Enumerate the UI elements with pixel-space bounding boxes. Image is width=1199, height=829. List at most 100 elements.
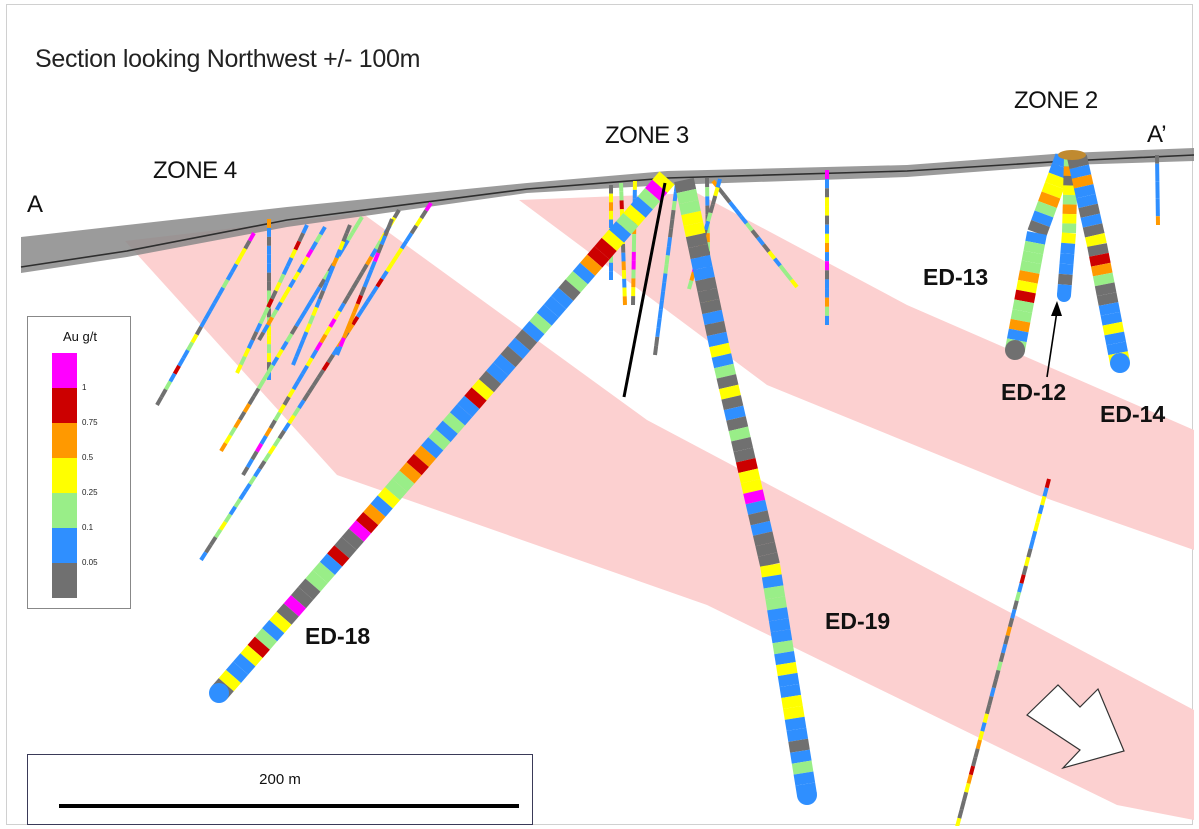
hole-interval	[242, 347, 251, 358]
legend-swatch-025	[52, 458, 77, 493]
hole-interval	[341, 239, 350, 250]
hole-interval	[297, 339, 305, 350]
scale-bar-line	[59, 804, 519, 808]
hole-interval	[623, 204, 646, 227]
hole-interval	[392, 470, 415, 492]
hole-interval	[223, 513, 233, 524]
hole-interval	[1010, 309, 1033, 323]
hole-interval	[674, 177, 697, 194]
hole-interval	[287, 388, 296, 399]
hole-end-cap	[797, 785, 817, 805]
hole-interval	[507, 337, 531, 359]
hole-interval	[290, 586, 314, 609]
hole-interval	[781, 694, 803, 709]
hole-interval	[716, 374, 739, 390]
hole-interval	[270, 308, 279, 319]
hole-interval	[683, 221, 706, 238]
hole-interval	[328, 265, 336, 276]
hole-interval	[1091, 262, 1113, 277]
drill-hole-trace-1	[155, 232, 256, 406]
legend-tick: 0.5	[82, 453, 94, 462]
hole-interval	[319, 553, 343, 575]
hole-interval	[1019, 574, 1026, 584]
hole-interval	[1033, 521, 1040, 532]
hole-interval	[365, 255, 374, 266]
hole-interval	[292, 407, 301, 417]
hole-interval	[253, 467, 262, 478]
hole-interval	[428, 428, 451, 451]
hole-interval	[164, 380, 172, 391]
hole-interval	[247, 232, 256, 242]
hole-interval	[376, 243, 384, 254]
hole-interval	[706, 331, 729, 348]
hole-interval	[238, 410, 247, 421]
hole-interval	[318, 225, 327, 236]
hole-interval	[994, 669, 1001, 680]
hole-interval	[242, 403, 251, 414]
hole-interval	[1078, 203, 1101, 218]
hole-interval	[637, 188, 661, 210]
hole-interval	[225, 271, 234, 281]
hole-interval	[663, 264, 669, 274]
hole-interval	[689, 271, 696, 282]
hole-interval	[199, 318, 208, 328]
hole-interval	[630, 196, 653, 218]
hole-interval	[768, 618, 791, 633]
hole-interval	[359, 286, 367, 297]
hole-interval	[514, 329, 538, 351]
hole-interval	[522, 320, 545, 343]
drill-hole-trace-19	[955, 478, 1051, 826]
hole-interval	[984, 704, 992, 715]
hole-interval	[645, 179, 668, 202]
hole-interval	[279, 293, 288, 304]
hole-interval	[370, 495, 393, 517]
hole-interval	[311, 376, 321, 387]
hole-interval	[266, 298, 274, 309]
hole-interval	[1034, 201, 1057, 218]
hole-interval	[319, 333, 328, 344]
hole-interval	[699, 298, 722, 315]
hole-interval	[384, 478, 408, 501]
hole-interval	[239, 355, 247, 366]
legend-swatch-low	[52, 563, 77, 598]
hole-interval	[710, 195, 718, 205]
hole-interval	[668, 228, 674, 238]
hole-interval	[656, 318, 662, 329]
hole-interval	[702, 309, 725, 326]
hole-interval	[341, 528, 364, 551]
hole-interval	[310, 349, 319, 360]
hole-interval	[748, 510, 771, 526]
hole-interval	[291, 380, 300, 391]
hole-interval	[228, 505, 237, 516]
hole-interval	[778, 264, 788, 275]
hole-interval	[745, 499, 768, 515]
hole-interval	[337, 302, 346, 313]
hole-interval	[212, 294, 221, 305]
hole-interval	[292, 271, 301, 281]
hole-interval	[703, 220, 711, 231]
hole-interval	[314, 233, 323, 244]
hole-interval	[186, 341, 195, 352]
hole-interval	[395, 247, 404, 258]
hole-interval	[728, 200, 737, 211]
hole-interval	[316, 369, 326, 379]
hole-interval	[419, 209, 428, 220]
ed12-pointer-line	[1046, 310, 1058, 378]
hole-interval	[289, 325, 298, 336]
hole-interval	[262, 619, 285, 642]
hole-interval	[254, 322, 263, 333]
hole-interval	[723, 405, 746, 421]
hole-interval	[672, 191, 678, 202]
legend-tick: 0.75	[82, 418, 98, 427]
section-canvas	[20, 148, 1194, 826]
hole-interval	[973, 748, 980, 758]
hole-interval	[301, 224, 309, 235]
hole-interval	[1010, 608, 1017, 619]
hole-interval	[335, 345, 343, 356]
hole-interval	[254, 628, 278, 650]
hole-interval	[274, 301, 283, 311]
hole-interval	[681, 210, 704, 227]
hole-interval	[1030, 530, 1038, 541]
hole-interval	[1042, 487, 1049, 497]
hole-interval	[978, 730, 985, 741]
